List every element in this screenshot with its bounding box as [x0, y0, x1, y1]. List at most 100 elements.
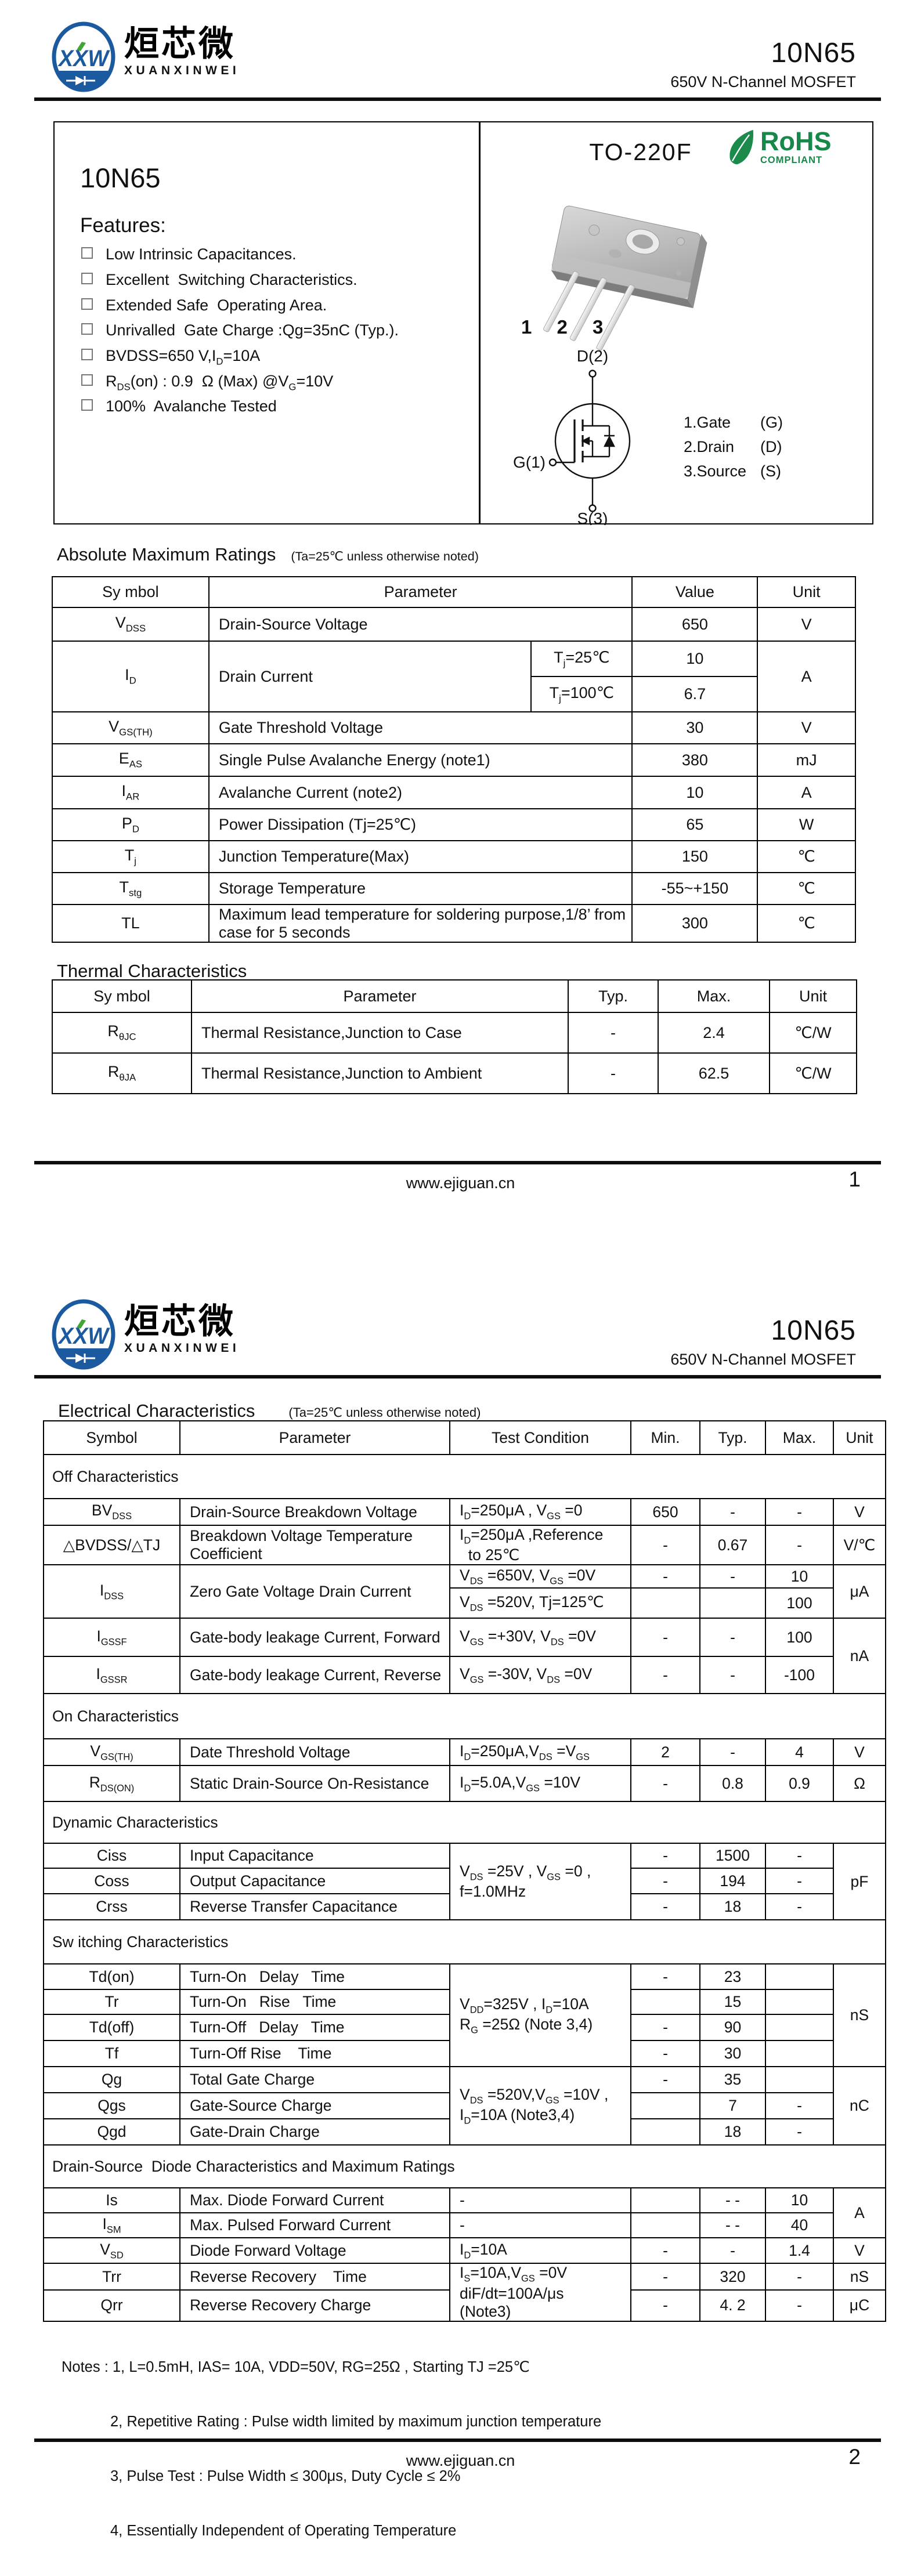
source-label: S(3) [577, 509, 608, 525]
td-unit: A [833, 2187, 886, 2239]
legend-pin-name: 2.Drain [684, 437, 735, 455]
td-condition: VDS =650V, VGS =0V [449, 1564, 631, 1589]
td-condition: - [449, 2212, 631, 2239]
td-parameter: Turn-Off Rise Time [179, 2040, 450, 2068]
th-symbol: Sy mbol [52, 576, 210, 608]
td-typ [699, 1587, 766, 1619]
header-rule [34, 97, 881, 101]
td-min: - [630, 1564, 700, 1589]
table-row: EAS Single Pulse Avalanche Energy (note1… [52, 743, 856, 777]
td-min: - [630, 1893, 700, 1921]
section-row: On Characteristics [43, 1693, 886, 1740]
table-row: Tj=100℃ 6.7 [52, 676, 855, 712]
abs-max-title-text: Absolute Maximum Ratings [57, 544, 276, 565]
th-max: Max. [658, 979, 770, 1013]
td-parameter: Drain-Source Voltage [208, 607, 633, 642]
td-parameter: Thermal Resistance,Junction to Ambient [191, 1052, 569, 1094]
td-symbol: VGS(TH) [43, 1738, 180, 1767]
td-unit: nS [833, 2263, 886, 2291]
td-condition: ID=250μA ,Reference to 25℃ [449, 1524, 631, 1566]
th-symbol: Sy mbol [52, 979, 192, 1013]
part-number-title: 10N65 [80, 162, 161, 193]
td-symbol: Td(on) [43, 1963, 180, 1991]
feature-text: Unrivalled Gate Charge :Qg=35nC (Typ.). [106, 321, 399, 339]
feature-text: BVDSS=650 V,ID=10A [106, 347, 261, 367]
td-parameter: Gate-body leakage Current, Reverse [179, 1656, 450, 1695]
td-typ: 23 [699, 1963, 766, 1991]
td-unit: nS [833, 1963, 886, 2068]
td-unit: V/℃ [833, 1524, 886, 1566]
td-min: - [630, 1618, 700, 1658]
td-min: - [630, 2289, 700, 2322]
td-max: 4 [765, 1738, 834, 1767]
table-row: RDS(ON) Static Drain-Source On-Resistanc… [43, 1765, 886, 1803]
th-unit: Unit [833, 1420, 886, 1455]
feature-item: Low Intrinsic Capacitances. [81, 245, 297, 263]
page-number: 2 [848, 2445, 861, 2469]
feature-item: 100% Avalanche Tested [81, 397, 277, 415]
td-unit: W [757, 808, 856, 841]
checkbox-icon [81, 298, 93, 310]
th-unit: Unit [757, 576, 856, 608]
brand-name-en: XUANXINWEI [124, 64, 240, 77]
section-label: Sw itching Characteristics [43, 1919, 886, 1965]
td-parameter: Gate Threshold Voltage [208, 711, 633, 744]
td-symbol: ID [52, 641, 210, 712]
td-unit: ℃/W [769, 1052, 857, 1094]
header-part-number: 10N65 [771, 38, 856, 68]
table-row: ID Drain Current Tj=25℃ 10 A [52, 641, 856, 712]
legend-row: 3.Source (S) [684, 459, 783, 483]
td-parameter: Avalanche Current (note2) [208, 776, 633, 809]
td-parameter: Storage Temperature [208, 872, 633, 905]
td-symbol: ISM [43, 2212, 180, 2239]
footer-url: www.ejiguan.cn [406, 2452, 515, 2469]
td-typ: 15 [699, 1989, 766, 2016]
td-typ: - [568, 1012, 659, 1054]
company-logo: XXW 烜芯微 XUANXINWEI [51, 1298, 240, 1373]
td-symbol: Coss [43, 1868, 180, 1895]
package-name: TO-220F [589, 139, 692, 165]
section-row: Drain-Source Diode Characteristics and M… [43, 2144, 886, 2189]
feature-item: Excellent Switching Characteristics. [81, 271, 357, 289]
td-min: - [630, 2237, 700, 2264]
table-row: TL Maximum lead temperature for solderin… [52, 904, 856, 943]
td-max: - [765, 2289, 834, 2322]
footer-url: www.ejiguan.cn [406, 1174, 515, 1192]
td-min [630, 2187, 700, 2214]
td-typ: - [699, 1564, 766, 1589]
th-condition: Test Condition [449, 1420, 631, 1455]
table-row: Tj Junction Temperature(Max) 150 ℃ [52, 840, 856, 873]
td-parameter: Reverse Recovery Charge [179, 2289, 450, 2322]
features-title: Features: [80, 214, 166, 237]
td-symbol: Trr [43, 2263, 180, 2291]
feature-text: Excellent Switching Characteristics. [106, 271, 357, 288]
td-max: - [765, 1893, 834, 1921]
table-row: Trr Reverse Recovery Time IS=10A,VGS =0V… [43, 2263, 886, 2322]
table-row: IGSSF Gate-body leakage Current, Forward… [43, 1618, 886, 1695]
td-parameter: Gate-Source Charge [179, 2092, 450, 2120]
td-condition: ID=5.0A,VGS =10V [449, 1765, 631, 1803]
td-max: - [765, 2092, 834, 2120]
rohs-subtitle: COMPLIANT [760, 155, 823, 165]
logo-text: 烜芯微 XUANXINWEI [124, 21, 240, 95]
table-row: Td(off) Turn-Off Delay Time - 90 [43, 2014, 886, 2042]
td-min: - [630, 1963, 700, 1991]
td-value: 380 [631, 743, 759, 777]
td-unit: V [833, 2237, 886, 2264]
legend-pin-symbol: (S) [760, 462, 781, 480]
legend-pin-name: 3.Source [684, 462, 747, 480]
table-row: Coss Output Capacitance - 194 - [43, 1868, 886, 1895]
td-value: 30 [631, 711, 759, 744]
th-max: Max. [765, 1420, 834, 1455]
table-row: △BVDSS/△TJ Breakdown Voltage Temperature… [43, 1524, 886, 1566]
td-parameter: Reverse Recovery Time [179, 2263, 450, 2291]
legend-row: 1.Gate (G) [684, 410, 783, 435]
td-condition: Tj=100℃ [530, 676, 633, 712]
thermal-table: Sy mbol Parameter Typ. Max. Unit RθJC Th… [52, 979, 857, 1094]
th-typ: Typ. [568, 979, 659, 1013]
td-unit: ℃ [757, 872, 856, 905]
brand-name-cn: 烜芯微 [124, 24, 236, 63]
td-max [765, 2014, 834, 2042]
abs-max-title: Absolute Maximum Ratings (Ta=25℃ unless o… [57, 544, 479, 565]
table-row: Qgs Gate-Source Charge 7 - [43, 2092, 886, 2120]
